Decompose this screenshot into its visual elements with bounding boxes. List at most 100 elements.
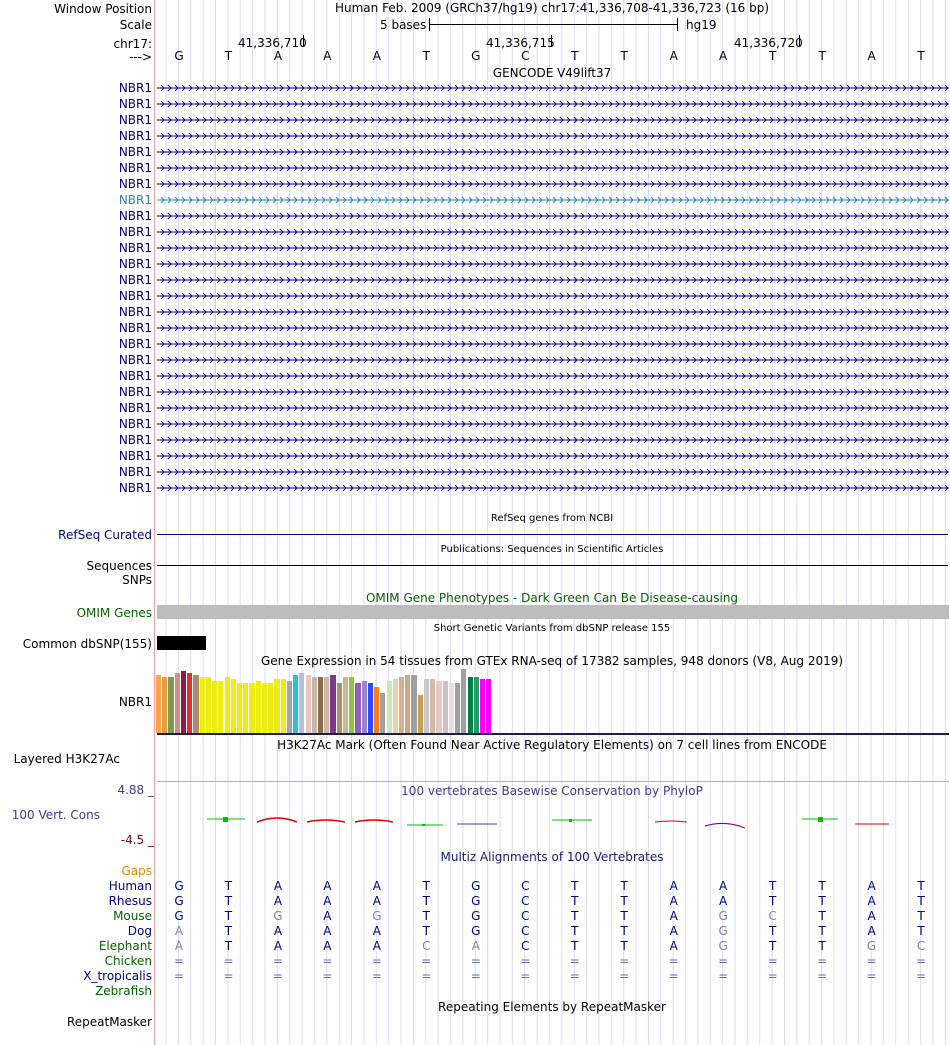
gencode-transcript-label[interactable]: NBR1 [118,449,152,463]
gtex-tissue-bar[interactable] [473,677,479,733]
gencode-transcript-label[interactable]: NBR1 [118,417,152,431]
gtex-tissue-bar[interactable] [355,683,361,733]
gtex-track-label[interactable]: NBR1 [118,695,152,709]
gencode-transcript-label[interactable]: NBR1 [118,353,152,367]
gtex-tissue-bar[interactable] [293,675,299,733]
gencode-transcript-label[interactable]: NBR1 [118,97,152,111]
gtex-tissue-bar[interactable] [467,677,473,733]
gtex-tissue-bar[interactable] [455,683,461,733]
multiz-species-label[interactable]: Zebrafish [95,984,152,998]
gtex-tissue-bar[interactable] [436,681,442,733]
gtex-tissue-bar[interactable] [255,681,261,733]
multiz-species-label[interactable]: X_tropicalis [83,969,152,983]
gencode-transcript-label[interactable]: NBR1 [118,305,152,319]
gencode-transcript-intron[interactable] [157,291,949,301]
refseq-track-label[interactable]: RefSeq Curated [58,528,152,542]
gencode-transcript-intron[interactable] [157,371,949,381]
gtex-tissue-bar[interactable] [423,679,430,733]
gencode-transcript-intron[interactable] [157,275,949,285]
gtex-tissue-bar[interactable] [274,679,280,733]
gtex-tissue-bar[interactable] [386,681,392,733]
gtex-tissue-bar[interactable] [330,675,336,733]
gencode-transcript-intron[interactable] [157,355,949,365]
gtex-tissue-bar[interactable] [286,681,293,733]
dbsnp-variant[interactable] [157,636,206,650]
multiz-species-label[interactable]: Rhesus [108,894,152,908]
publications-label-snps[interactable]: SNPs [122,573,152,587]
repeatmasker-track-label[interactable]: RepeatMasker [66,1015,152,1029]
gtex-tissue-bar[interactable] [305,675,311,733]
multiz-species-label[interactable]: Chicken [104,954,152,968]
gencode-transcript-intron[interactable] [157,435,949,445]
gtex-tissue-bar[interactable] [268,683,274,733]
gencode-transcript-label[interactable]: NBR1 [118,321,152,335]
gtex-tissue-bar[interactable] [342,677,349,733]
gencode-transcript-intron[interactable] [157,163,949,173]
multiz-species-label[interactable]: Elephant [98,939,152,953]
gtex-tissue-bar[interactable] [261,683,268,733]
gencode-transcript-label[interactable]: NBR1 [118,225,152,239]
multiz-species-label[interactable]: Human [108,879,152,893]
h3k27ac-track-label[interactable]: Layered H3K27Ac [13,752,120,766]
gtex-tissue-bar[interactable] [193,675,199,733]
gtex-tissue-bar[interactable] [230,679,236,733]
gencode-transcript-label[interactable]: NBR1 [118,145,152,159]
gtex-tissue-bar[interactable] [299,673,305,733]
gencode-transcript-label[interactable]: NBR1 [118,433,152,447]
gencode-transcript-intron[interactable] [157,323,949,333]
gtex-tissue-bar[interactable] [398,677,405,733]
gencode-transcript-intron[interactable] [157,387,949,397]
gencode-transcript-label[interactable]: NBR1 [118,257,152,271]
gtex-tissue-bar[interactable] [324,677,330,733]
gtex-tissue-bar[interactable] [187,673,193,733]
gtex-tissue-bar[interactable] [361,681,367,733]
gencode-transcript-intron[interactable] [157,99,949,109]
gencode-transcript-intron[interactable] [157,179,949,189]
gtex-tissue-bar[interactable] [199,677,205,733]
phylop-graph[interactable] [157,800,949,840]
gtex-tissue-bar[interactable] [317,677,324,733]
gencode-transcript-intron[interactable] [157,403,949,413]
gencode-transcript-intron[interactable] [157,259,949,269]
gencode-transcript-label[interactable]: NBR1 [118,81,152,95]
gtex-tissue-bar[interactable] [367,683,373,733]
gencode-transcript-label[interactable]: NBR1 [118,289,152,303]
gencode-transcript-intron[interactable] [157,227,949,237]
gtex-tissue-bar[interactable] [448,683,454,733]
gencode-transcript-label[interactable]: NBR1 [118,481,152,495]
gencode-transcript-label[interactable]: NBR1 [118,129,152,143]
gtex-tissue-bar[interactable] [224,677,230,733]
gencode-transcript-intron[interactable] [157,451,949,461]
gtex-tissue-bar[interactable] [243,683,249,733]
gtex-tissue-bar[interactable] [205,677,212,733]
gtex-tissue-bar[interactable] [162,677,168,733]
gencode-transcript-intron[interactable] [157,83,949,93]
gtex-tissue-bar[interactable] [461,669,467,733]
gtex-tissue-bar[interactable] [336,683,342,733]
gencode-transcript-intron[interactable] [157,307,949,317]
gencode-transcript-label[interactable]: NBR1 [118,465,152,479]
gencode-transcript-label[interactable]: NBR1 [118,337,152,351]
gencode-transcript-label[interactable]: NBR1 [118,401,152,415]
gtex-tissue-bar[interactable] [156,675,162,733]
dbsnp-track-label[interactable]: Common dbSNP(155) [22,637,152,651]
gencode-transcript-label[interactable]: NBR1 [118,385,152,399]
gencode-transcript-intron[interactable] [157,147,949,157]
gencode-transcript-intron[interactable] [157,339,949,349]
gencode-transcript-intron[interactable] [157,195,949,205]
gtex-tissue-bar[interactable] [374,687,380,733]
gencode-transcript-label[interactable]: NBR1 [118,273,152,287]
gtex-tissue-bar[interactable] [349,677,355,733]
gencode-transcript-intron[interactable] [157,115,949,125]
phylop-track-label[interactable]: 100 Vert. Cons [11,808,100,822]
gtex-tissue-bar[interactable] [280,679,286,733]
multiz-species-label[interactable]: Mouse [113,909,152,923]
gtex-tissue-bar[interactable] [430,679,436,733]
gencode-transcript-intron[interactable] [157,467,949,477]
gencode-transcript-intron[interactable] [157,419,949,429]
gtex-tissue-bar[interactable] [168,677,174,733]
gencode-transcript-label[interactable]: NBR1 [118,161,152,175]
gencode-transcript-label[interactable]: NBR1 [118,177,152,191]
gencode-transcript-label[interactable]: NBR1 [118,209,152,223]
gtex-tissue-bar[interactable] [442,681,448,733]
